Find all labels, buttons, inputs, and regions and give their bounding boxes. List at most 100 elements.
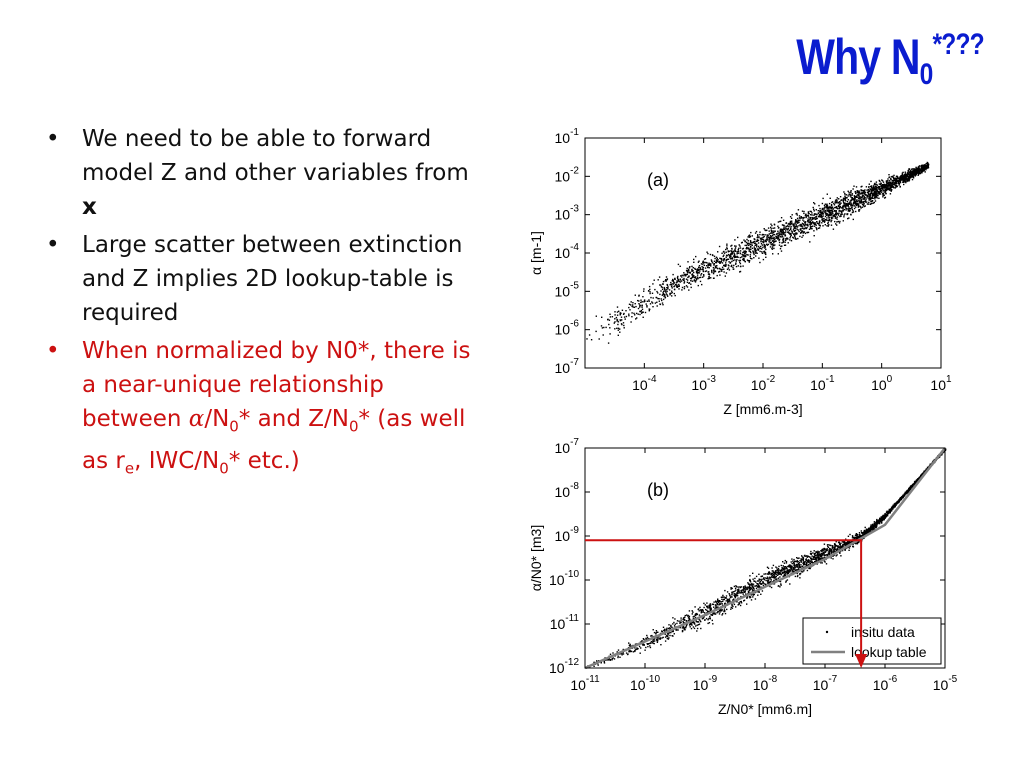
data-point [887, 187, 889, 189]
data-point [664, 290, 666, 292]
data-point [847, 203, 850, 205]
data-point [836, 224, 838, 226]
data-point [843, 214, 845, 216]
data-point [805, 563, 808, 565]
data-point [764, 577, 766, 579]
data-point [854, 190, 857, 193]
data-point [855, 195, 858, 197]
data-point [784, 559, 786, 562]
data-point [794, 567, 796, 569]
data-point [841, 199, 843, 201]
data-point [821, 212, 824, 215]
data-point [737, 250, 740, 253]
data-point [716, 257, 718, 260]
data-point [700, 612, 702, 614]
data-point [883, 185, 885, 187]
data-point [785, 229, 787, 231]
data-point [805, 562, 808, 564]
data-point [723, 258, 726, 260]
data-point [890, 506, 893, 508]
data-point [734, 593, 737, 595]
data-point [668, 632, 671, 634]
data-point [780, 250, 783, 252]
data-point [781, 234, 783, 236]
data-point [782, 231, 784, 233]
data-point [859, 200, 861, 202]
data-point [829, 197, 831, 199]
data-point [802, 223, 804, 225]
data-point [809, 560, 812, 562]
data-point [772, 238, 774, 240]
data-point [837, 547, 839, 549]
data-point [738, 589, 740, 591]
data-point [697, 261, 700, 263]
data-point [651, 301, 653, 303]
data-point [804, 560, 806, 563]
data-point [702, 276, 704, 278]
data-point [830, 551, 833, 553]
data-point [661, 299, 663, 302]
data-point [793, 230, 795, 232]
data-point [661, 288, 664, 290]
data-point [714, 613, 717, 615]
data-point [662, 280, 665, 283]
data-point [809, 223, 811, 225]
data-point [798, 567, 800, 569]
data-point [619, 319, 622, 322]
data-point [815, 217, 818, 219]
data-point [697, 269, 700, 271]
data-point [597, 664, 599, 666]
data-point [798, 221, 800, 223]
data-point [742, 257, 745, 260]
data-point [600, 662, 602, 664]
data-point [907, 175, 909, 177]
data-point [804, 563, 806, 566]
data-point [875, 185, 877, 187]
data-point [784, 574, 787, 577]
data-point [715, 600, 717, 602]
data-point [695, 613, 698, 616]
data-point [770, 235, 772, 238]
data-point [915, 166, 917, 169]
data-point [655, 630, 658, 632]
data-point [790, 568, 792, 570]
data-point [714, 266, 717, 268]
data-point [775, 237, 777, 239]
data-point [853, 185, 855, 187]
data-point [632, 306, 634, 308]
data-point [783, 573, 786, 576]
data-point [875, 181, 878, 183]
data-point [673, 285, 676, 287]
data-point [761, 590, 764, 592]
data-point [707, 266, 709, 269]
data-point [816, 554, 818, 556]
data-point [717, 598, 719, 600]
data-point [723, 608, 726, 610]
y-tick-label: 10-3 [555, 204, 580, 223]
data-point [822, 552, 824, 555]
data-point [747, 587, 750, 589]
data-point [739, 271, 741, 273]
data-point [895, 184, 897, 187]
data-point [853, 207, 856, 210]
data-point [770, 586, 773, 589]
data-point [816, 228, 818, 231]
data-point [870, 199, 872, 201]
data-point [714, 267, 717, 269]
data-point [889, 512, 891, 514]
data-point [634, 314, 636, 316]
data-point [720, 261, 722, 263]
data-point [725, 251, 727, 253]
data-point [789, 569, 792, 572]
data-point [772, 233, 774, 235]
data-point [678, 288, 680, 290]
data-point [670, 292, 672, 294]
data-point [708, 610, 710, 613]
data-point [779, 220, 781, 223]
data-point [803, 231, 806, 233]
data-point [766, 243, 768, 245]
data-point [662, 292, 664, 294]
data-point [813, 554, 816, 556]
data-point [816, 213, 818, 216]
data-point [793, 224, 795, 226]
